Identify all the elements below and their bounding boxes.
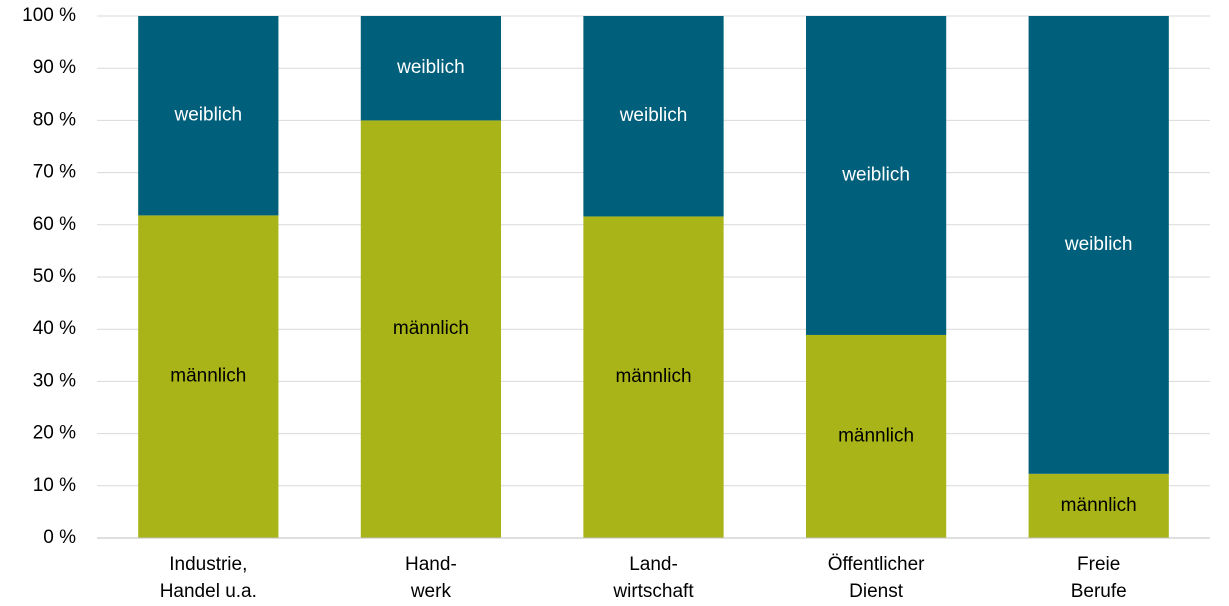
- bar-segment: [138, 215, 279, 539]
- bar-segment: [583, 16, 724, 217]
- segment-label: weiblich: [396, 57, 465, 78]
- segment-label: männlich: [393, 318, 469, 339]
- segment-label: männlich: [170, 366, 246, 387]
- x-tick-label: Dienst: [849, 581, 904, 602]
- x-tick-label: Berufe: [1071, 581, 1127, 602]
- bar-segment: [1028, 473, 1169, 538]
- x-tick-label: Hand-: [405, 554, 457, 575]
- bar-segment: [138, 16, 279, 216]
- y-tick-label: 60 %: [33, 214, 76, 235]
- x-tick-label: Freie: [1077, 554, 1120, 575]
- y-tick-label: 0 %: [43, 527, 76, 548]
- segment-label: männlich: [1061, 495, 1137, 516]
- segment-label: weiblich: [1064, 234, 1133, 255]
- bar-segment: [805, 334, 947, 538]
- x-tick-label: Industrie,: [169, 554, 247, 575]
- y-tick-label: 10 %: [33, 475, 76, 496]
- bar-segment: [1028, 16, 1169, 474]
- y-tick-label: 70 %: [33, 162, 76, 183]
- x-tick-label: Handel u.a.: [160, 581, 257, 602]
- y-tick-label: 100 %: [22, 5, 76, 26]
- y-tick-label: 50 %: [33, 266, 76, 287]
- bar-segment: [583, 216, 724, 538]
- segment-label: weiblich: [841, 164, 910, 185]
- x-tick-label: wirtschaft: [612, 581, 694, 602]
- segment-label: männlich: [838, 425, 914, 446]
- y-tick-label: 30 %: [33, 370, 76, 391]
- x-tick-label: Land-: [629, 554, 678, 575]
- segment-label: weiblich: [174, 105, 243, 126]
- x-tick-label: werk: [410, 581, 452, 602]
- x-tick-label: Öffentlicher: [828, 554, 925, 575]
- bar-segment: [360, 120, 502, 539]
- segment-label: männlich: [615, 366, 691, 387]
- segment-label: weiblich: [619, 105, 688, 126]
- y-tick-label: 90 %: [33, 57, 76, 78]
- y-tick-label: 20 %: [33, 423, 76, 444]
- y-tick-label: 80 %: [33, 109, 76, 130]
- y-tick-label: 40 %: [33, 318, 76, 339]
- bar-segment: [360, 16, 502, 121]
- bar-segment: [805, 16, 947, 335]
